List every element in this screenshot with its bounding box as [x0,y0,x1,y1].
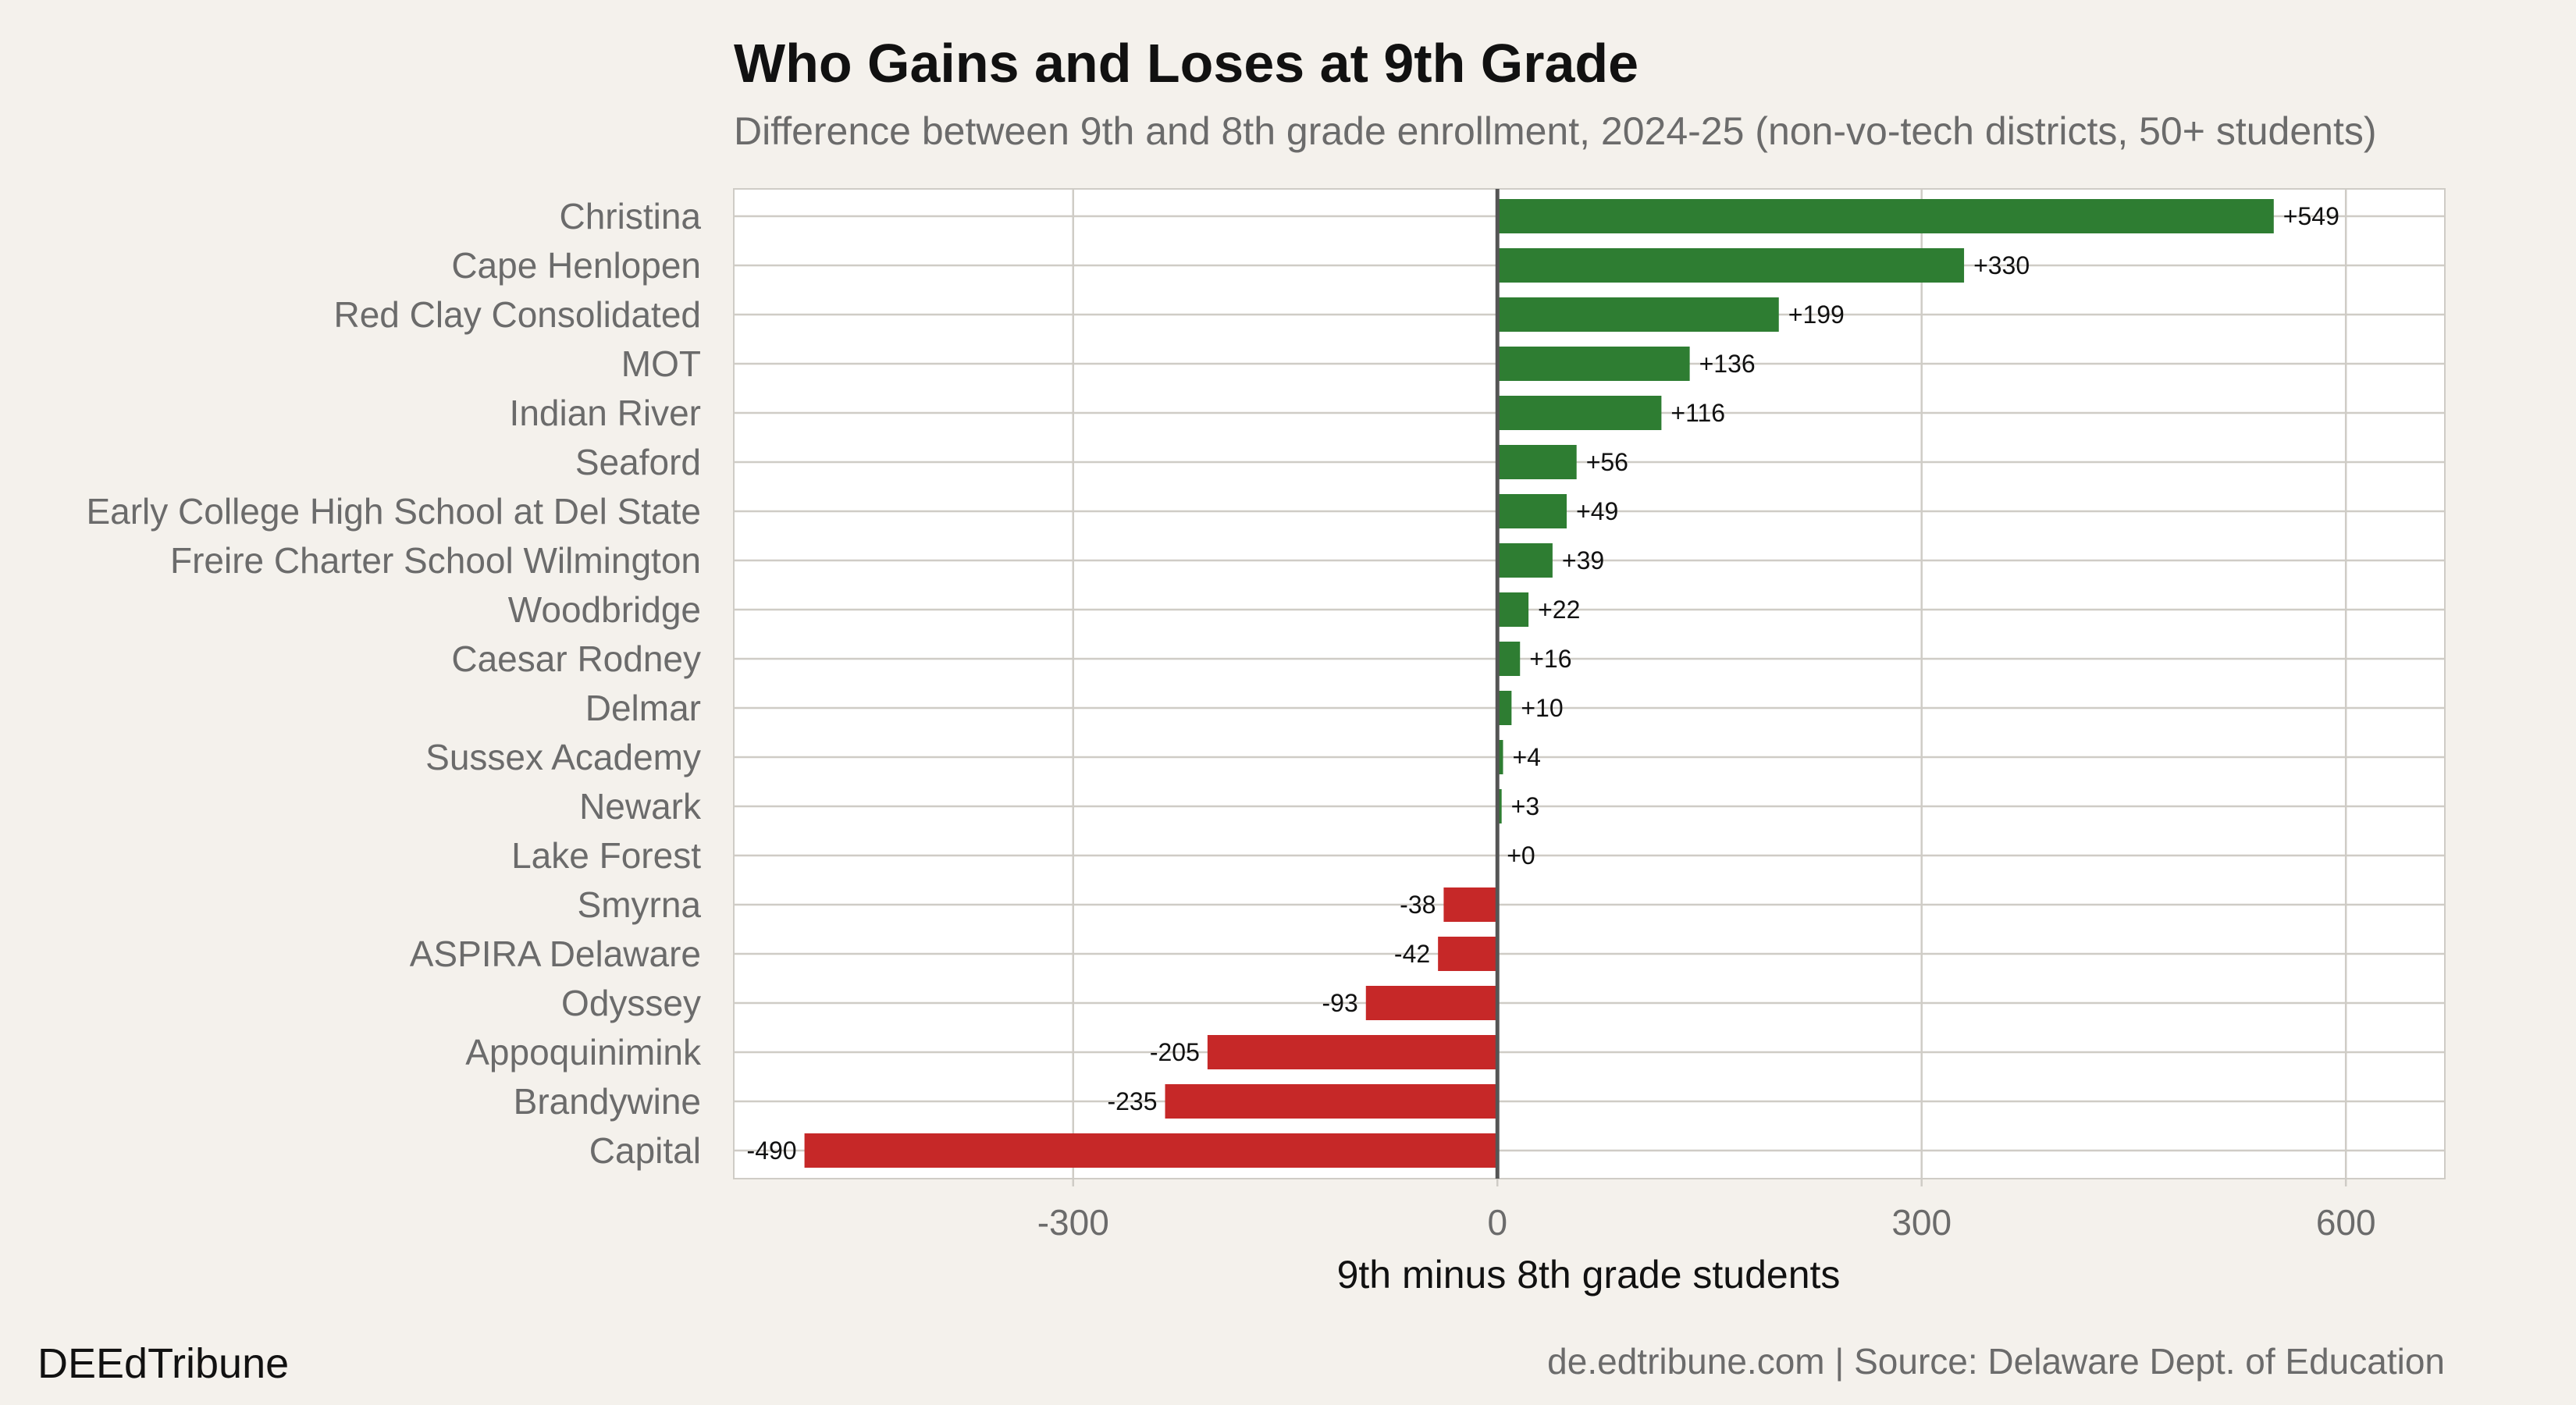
category-label: MOT [621,343,701,384]
chart-title: Who Gains and Loses at 9th Grade [734,33,1638,94]
x-tick-label: 300 [1891,1202,1952,1243]
category-label: Freire Charter School Wilmington [170,540,701,581]
category-label: ASPIRA Delaware [410,934,701,974]
data-label: -93 [1322,989,1358,1017]
bar [1497,592,1529,627]
data-labels: +549 +330 +199 +136 +116 +56 +49 +39 +22 +16 +10 +4… [747,202,2339,1165]
bar [1497,740,1503,774]
category-label: Newark [579,786,702,827]
data-label: +3 [1511,792,1539,820]
x-axis-label: 9th minus 8th grade students [1337,1253,1841,1297]
category-label: Brandywine [514,1081,701,1122]
data-label: -38 [1400,891,1436,919]
bar [1497,396,1662,430]
bar [1497,494,1567,528]
gridlines [734,189,2445,1179]
data-label: +0 [1507,841,1535,870]
data-label: +16 [1529,645,1571,673]
data-label: -490 [747,1136,797,1165]
category-label: Delmar [585,688,701,728]
x-tick-label: 0 [1487,1202,1507,1243]
data-label: +549 [2283,202,2339,230]
data-label: +330 [1973,251,2030,279]
bars [804,199,2274,1168]
data-label: +49 [1576,497,1618,525]
bar [1207,1035,1498,1069]
bar [1497,691,1512,725]
data-label: +22 [1538,596,1580,624]
data-label: +116 [1670,399,1725,427]
bar [1165,1084,1498,1119]
data-label: +4 [1512,743,1540,771]
category-label: Cape Henlopen [451,245,701,286]
data-label: -235 [1107,1087,1157,1115]
bar [1438,937,1498,971]
data-label: +199 [1788,301,1845,329]
category-labels: Christina Cape Henlopen Red Clay Consolida… [86,196,702,1171]
category-label: Lake Forest [511,835,701,876]
data-label: +56 [1586,448,1628,476]
category-label: Indian River [510,393,701,433]
category-label: Appoquinimink [465,1032,702,1072]
bar [1497,199,2274,233]
source-credit: de.edtribune.com | Source: Delaware Dept… [1547,1341,2445,1382]
x-tick-label: 600 [2316,1202,2376,1243]
bar [1497,297,1779,332]
category-label: Seaford [575,442,701,482]
bar [1443,887,1498,922]
bar [1497,789,1502,823]
bar [1497,248,1965,283]
data-label: +39 [1562,546,1604,574]
category-label: Early College High School at Del State [86,491,701,532]
data-label: +10 [1521,694,1563,722]
bar [1497,543,1553,578]
data-label: +136 [1699,350,1756,378]
data-label: -42 [1394,940,1430,968]
bar [1497,642,1521,676]
category-label: Sussex Academy [425,737,701,777]
bar [804,1133,1498,1168]
category-label: Odyssey [561,983,701,1023]
category-label: Woodbridge [508,589,701,630]
category-label: Capital [589,1130,701,1171]
category-label: Christina [559,196,701,237]
brand-name: DEEdTribune [37,1340,289,1387]
plot-panel [733,188,2446,1179]
bar [1497,347,1690,381]
category-label: Smyrna [578,884,702,925]
chart-subtitle: Difference between 9th and 8th grade enr… [734,109,2377,153]
data-label: -205 [1150,1038,1200,1066]
category-label: Caesar Rodney [451,638,701,679]
category-label: Red Clay Consolidated [334,294,702,335]
x-tick-label: -300 [1037,1202,1109,1243]
x-axis-ticks: -300 0 300 600 [1037,1179,2376,1243]
bar [1497,445,1577,479]
bar [1365,986,1498,1020]
